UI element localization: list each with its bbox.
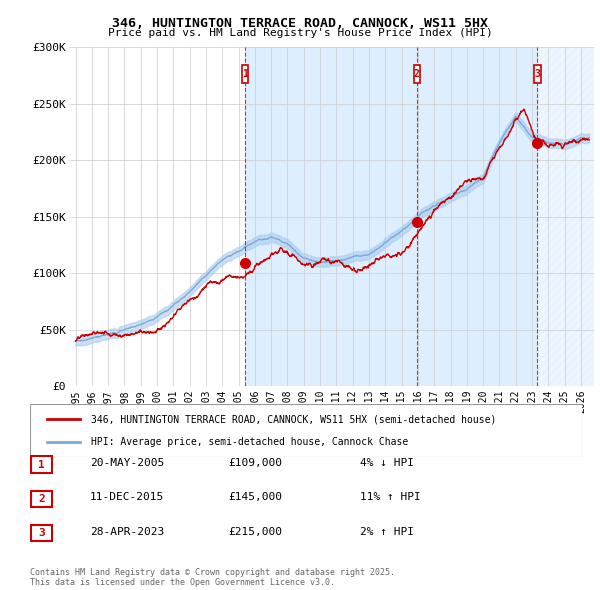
FancyBboxPatch shape: [30, 404, 582, 457]
Text: 1: 1: [38, 460, 45, 470]
Text: £109,000: £109,000: [228, 458, 282, 468]
Text: £145,000: £145,000: [228, 493, 282, 502]
Text: 2: 2: [414, 70, 420, 79]
Text: 2: 2: [38, 494, 45, 504]
Text: 346, HUNTINGTON TERRACE ROAD, CANNOCK, WS11 5HX: 346, HUNTINGTON TERRACE ROAD, CANNOCK, W…: [112, 17, 488, 30]
Text: 11% ↑ HPI: 11% ↑ HPI: [360, 493, 421, 502]
Text: 20-MAY-2005: 20-MAY-2005: [90, 458, 164, 468]
Text: 3: 3: [38, 528, 45, 538]
Text: 346, HUNTINGTON TERRACE ROAD, CANNOCK, WS11 5HX (semi-detached house): 346, HUNTINGTON TERRACE ROAD, CANNOCK, W…: [91, 414, 496, 424]
FancyBboxPatch shape: [534, 65, 541, 83]
FancyBboxPatch shape: [31, 491, 52, 507]
Text: 4% ↓ HPI: 4% ↓ HPI: [360, 458, 414, 468]
Text: HPI: Average price, semi-detached house, Cannock Chase: HPI: Average price, semi-detached house,…: [91, 437, 408, 447]
Bar: [245, 47, 417, 386]
Text: Price paid vs. HM Land Registry's House Price Index (HPI): Price paid vs. HM Land Registry's House …: [107, 28, 493, 38]
Text: 11-DEC-2015: 11-DEC-2015: [90, 493, 164, 502]
FancyBboxPatch shape: [31, 457, 52, 473]
FancyBboxPatch shape: [413, 65, 420, 83]
Text: 3: 3: [535, 70, 540, 79]
FancyBboxPatch shape: [242, 65, 248, 83]
Text: 1: 1: [242, 70, 248, 79]
Bar: [537, 47, 594, 386]
Text: 28-APR-2023: 28-APR-2023: [90, 527, 164, 536]
Text: 2% ↑ HPI: 2% ↑ HPI: [360, 527, 414, 536]
Text: Contains HM Land Registry data © Crown copyright and database right 2025.
This d: Contains HM Land Registry data © Crown c…: [30, 568, 395, 587]
Text: £215,000: £215,000: [228, 527, 282, 536]
Bar: [417, 47, 537, 386]
FancyBboxPatch shape: [31, 525, 52, 541]
